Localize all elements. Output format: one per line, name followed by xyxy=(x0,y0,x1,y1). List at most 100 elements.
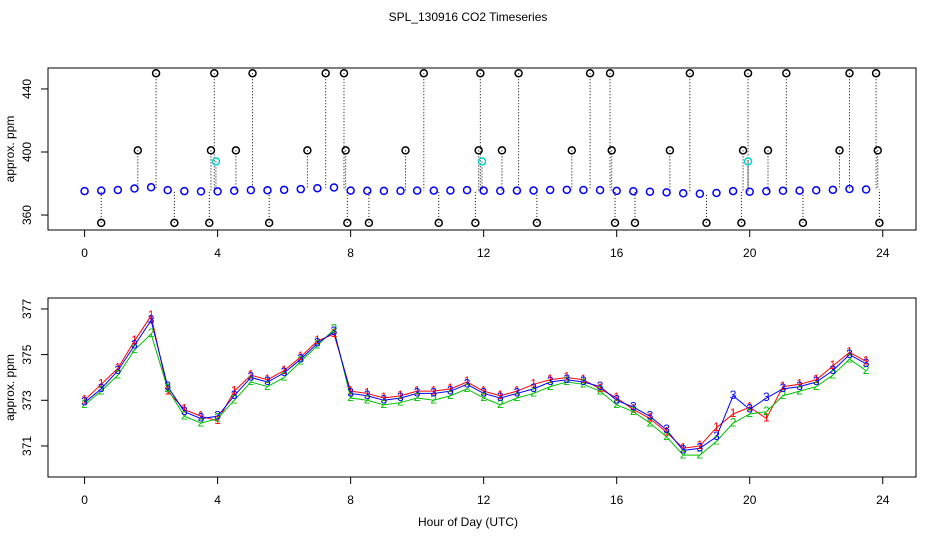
series-line xyxy=(84,314,867,449)
point-marker: 3 xyxy=(480,386,487,400)
point xyxy=(329,183,339,192)
point xyxy=(113,185,123,195)
point xyxy=(180,186,189,196)
point-marker: 3 xyxy=(613,392,620,406)
point-marker: 2 xyxy=(364,392,371,406)
x-axis-label: Hour of Day (UTC) xyxy=(418,515,518,529)
point-marker: 3 xyxy=(547,374,554,388)
point-marker: 1 xyxy=(530,376,537,390)
point-marker: 2 xyxy=(198,415,205,429)
point-marker: 3 xyxy=(796,379,803,393)
point xyxy=(146,183,156,192)
point-marker: 2 xyxy=(830,367,837,381)
point-marker: 3 xyxy=(813,374,820,388)
point-marker: 3 xyxy=(114,363,121,377)
point-marker: 2 xyxy=(630,404,637,418)
point-marker: 1 xyxy=(830,358,837,372)
point-marker: 1 xyxy=(198,408,205,422)
point xyxy=(321,68,330,78)
point-marker: 1 xyxy=(347,383,354,397)
point xyxy=(396,186,405,196)
y-tick-label: 371 xyxy=(20,436,34,456)
point-marker: 2 xyxy=(214,411,221,425)
point xyxy=(343,218,352,228)
point-marker: 2 xyxy=(597,383,604,397)
point-marker: 1 xyxy=(114,360,121,374)
point-marker: 2 xyxy=(580,376,587,390)
point xyxy=(346,186,355,195)
x-tick-label: 8 xyxy=(347,493,354,507)
point xyxy=(737,218,746,228)
point-marker: 1 xyxy=(547,372,554,386)
point xyxy=(567,146,577,155)
point-marker: 2 xyxy=(430,392,437,406)
point xyxy=(873,146,883,155)
point-marker: 2 xyxy=(464,381,471,395)
point-marker: 3 xyxy=(364,388,371,402)
point-marker: 2 xyxy=(547,379,554,393)
point xyxy=(875,218,884,228)
point-marker: 3 xyxy=(730,388,737,402)
point-marker: 2 xyxy=(647,415,654,429)
point-marker: 3 xyxy=(863,356,870,370)
point xyxy=(828,185,838,195)
point-marker: 3 xyxy=(148,313,155,327)
point xyxy=(845,68,854,78)
point-marker: 2 xyxy=(414,390,421,404)
point-marker: 3 xyxy=(746,402,753,416)
y-tick-label: 400 xyxy=(20,142,34,162)
point-marker: 3 xyxy=(497,390,504,404)
plot-frame xyxy=(47,297,917,478)
plot-frame xyxy=(47,67,917,231)
point xyxy=(264,218,274,228)
point-marker: 2 xyxy=(663,429,670,443)
point xyxy=(835,146,844,155)
point-marker: 3 xyxy=(630,399,637,413)
point-marker: 3 xyxy=(647,408,654,422)
point-marker: 3 xyxy=(846,347,853,361)
point xyxy=(130,184,139,193)
y-tick-label: 440 xyxy=(20,79,34,99)
point-marker: 2 xyxy=(314,338,321,352)
point-marker: 1 xyxy=(763,411,770,425)
point xyxy=(743,157,753,166)
point-marker: 1 xyxy=(314,333,321,347)
point xyxy=(512,186,522,195)
point-marker: 2 xyxy=(497,397,504,411)
y-tick-label: 375 xyxy=(20,344,34,364)
point-marker: 1 xyxy=(846,345,853,359)
point-marker: 1 xyxy=(713,420,720,434)
point-marker: 1 xyxy=(780,379,787,393)
point-marker: 2 xyxy=(347,390,354,404)
point xyxy=(861,185,871,194)
series-line xyxy=(84,319,867,452)
point xyxy=(279,185,289,195)
point xyxy=(263,186,272,195)
point-marker: 2 xyxy=(98,383,105,397)
x-tick-label: 12 xyxy=(477,246,491,260)
point-marker: 2 xyxy=(281,370,288,384)
point xyxy=(205,218,214,228)
point xyxy=(745,187,754,196)
point-marker: 3 xyxy=(430,386,437,400)
point-marker: 1 xyxy=(680,440,687,454)
point xyxy=(296,184,306,194)
point-marker: 2 xyxy=(148,326,155,340)
point-marker: 3 xyxy=(663,422,670,436)
point-marker: 2 xyxy=(796,383,803,397)
point-marker: 2 xyxy=(397,395,404,409)
point-marker: 1 xyxy=(164,383,171,397)
point-marker: 2 xyxy=(713,434,720,448)
point-marker: 2 xyxy=(480,390,487,404)
point-marker: 3 xyxy=(830,363,837,377)
point-marker: 2 xyxy=(530,386,537,400)
point-marker: 2 xyxy=(680,447,687,461)
point-marker: 1 xyxy=(98,376,105,390)
point-marker: 2 xyxy=(780,388,787,402)
y-tick-label: 373 xyxy=(20,390,34,410)
point xyxy=(477,157,487,166)
x-tick-label: 12 xyxy=(477,493,491,507)
point xyxy=(496,186,505,196)
point-marker: 1 xyxy=(613,390,620,404)
point-marker: 1 xyxy=(264,372,271,386)
